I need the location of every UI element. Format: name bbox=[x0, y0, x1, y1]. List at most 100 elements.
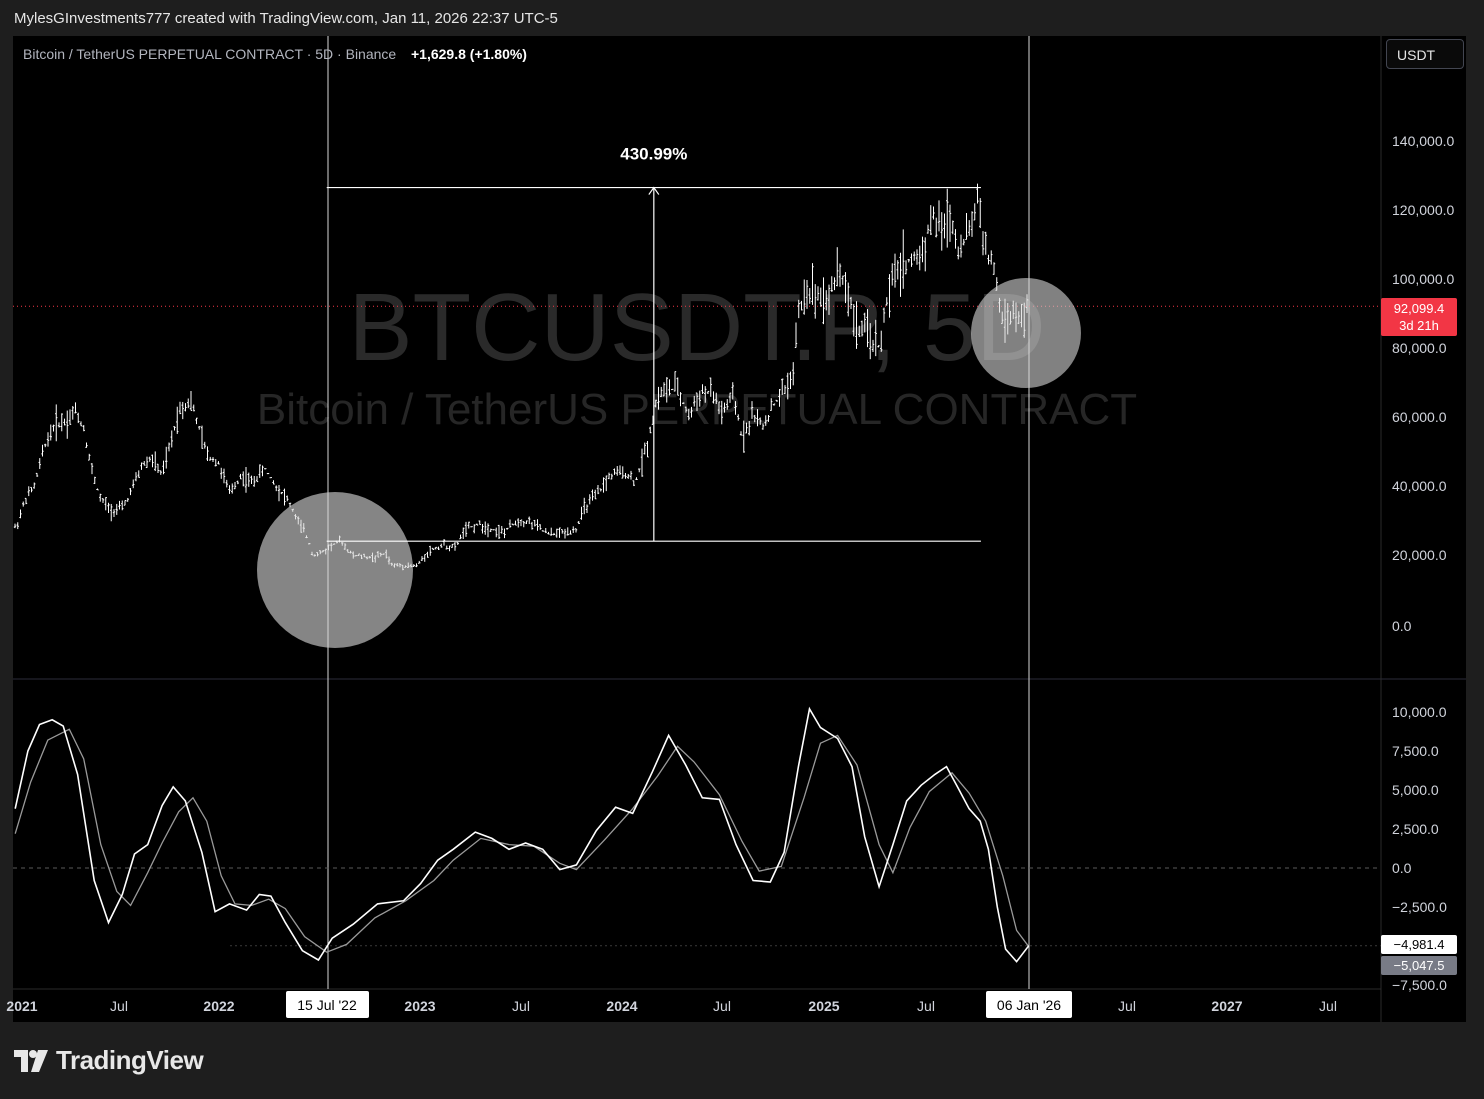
candle bbox=[731, 382, 734, 400]
candle bbox=[110, 503, 113, 522]
oscillator-tags: −4,981.4 −5,047.5 bbox=[1381, 935, 1457, 975]
candle bbox=[874, 319, 877, 357]
candle bbox=[453, 541, 457, 551]
candle bbox=[456, 542, 459, 545]
candle bbox=[253, 475, 256, 487]
candle bbox=[154, 451, 157, 472]
candle bbox=[82, 425, 85, 432]
candle bbox=[16, 522, 19, 530]
candle bbox=[800, 300, 803, 311]
candle bbox=[19, 509, 22, 519]
candle bbox=[189, 391, 193, 411]
osc-tick-label: 2,500.0 bbox=[1392, 821, 1439, 837]
candle bbox=[649, 426, 652, 434]
candle bbox=[635, 477, 638, 480]
candle bbox=[228, 485, 231, 494]
candle bbox=[162, 460, 165, 475]
time-tick-label: Jul bbox=[110, 998, 128, 1014]
candle bbox=[869, 323, 872, 360]
candle bbox=[539, 524, 542, 530]
candle bbox=[104, 497, 107, 511]
candle bbox=[976, 183, 979, 204]
tradingview-logo[interactable]: TradingView bbox=[14, 1045, 204, 1076]
candle bbox=[129, 488, 132, 496]
candle bbox=[71, 406, 74, 420]
candle bbox=[924, 237, 927, 272]
candle bbox=[816, 286, 820, 301]
candle bbox=[682, 402, 685, 404]
candle bbox=[184, 403, 187, 412]
candle bbox=[49, 424, 52, 441]
candle bbox=[464, 521, 468, 537]
candle bbox=[871, 339, 875, 352]
candle bbox=[68, 409, 72, 425]
candle bbox=[907, 258, 910, 263]
candle bbox=[178, 401, 182, 415]
candle bbox=[756, 409, 759, 427]
candle bbox=[522, 521, 525, 528]
candle bbox=[962, 238, 965, 246]
measure-tool[interactable]: 430.99% bbox=[326, 145, 981, 542]
candle bbox=[761, 423, 765, 430]
candle bbox=[803, 279, 806, 315]
candle bbox=[929, 205, 932, 236]
chart-credit: MylesGInvestments777 created with Tradin… bbox=[14, 10, 558, 27]
candle bbox=[594, 489, 597, 500]
candle bbox=[143, 461, 146, 466]
candle bbox=[99, 493, 102, 502]
candle bbox=[35, 472, 39, 477]
candle bbox=[489, 528, 492, 533]
candle bbox=[954, 229, 957, 249]
highlight-circles bbox=[257, 278, 1081, 648]
candle bbox=[563, 528, 567, 539]
candle bbox=[605, 475, 608, 492]
candle bbox=[701, 384, 704, 395]
candle bbox=[959, 234, 963, 258]
candle bbox=[280, 492, 283, 495]
candle bbox=[41, 444, 44, 457]
candle bbox=[668, 379, 671, 396]
candle bbox=[987, 254, 990, 265]
price-tick-label: 40,000.0 bbox=[1392, 478, 1447, 494]
candle bbox=[561, 529, 564, 534]
x-marker-left: 15 Jul '22 bbox=[286, 991, 369, 1018]
candle bbox=[214, 459, 217, 467]
candle bbox=[643, 442, 646, 455]
candle bbox=[286, 495, 289, 502]
candle bbox=[272, 480, 275, 485]
candle bbox=[577, 520, 580, 525]
candle bbox=[134, 472, 138, 482]
osc-tag-b-bg bbox=[1381, 956, 1457, 975]
candle bbox=[101, 498, 105, 504]
candle bbox=[665, 377, 668, 403]
candle bbox=[13, 523, 17, 529]
candle bbox=[434, 546, 437, 550]
candle bbox=[847, 282, 850, 317]
candle bbox=[899, 252, 902, 297]
candle bbox=[706, 390, 710, 395]
candle bbox=[596, 485, 600, 495]
candle bbox=[574, 528, 578, 533]
currency-button[interactable]: USDT bbox=[1386, 39, 1464, 69]
candle bbox=[552, 532, 556, 536]
candle bbox=[814, 284, 817, 319]
candle bbox=[429, 545, 432, 556]
candle bbox=[860, 320, 864, 337]
candle bbox=[66, 410, 69, 439]
candle bbox=[932, 206, 935, 220]
candle bbox=[781, 378, 784, 395]
candle bbox=[723, 402, 726, 413]
candle bbox=[646, 441, 649, 458]
candle bbox=[467, 521, 470, 529]
time-tick-label: 2021 bbox=[6, 998, 37, 1014]
candle bbox=[720, 400, 723, 425]
watermark-symbol: BTCUSDT.P, 5D bbox=[348, 274, 1045, 381]
candle bbox=[242, 471, 245, 487]
candle bbox=[440, 543, 443, 548]
candle bbox=[764, 415, 767, 426]
candle bbox=[896, 260, 899, 280]
candle bbox=[451, 543, 454, 548]
candle bbox=[88, 453, 91, 461]
time-tick-label: 2027 bbox=[1211, 998, 1242, 1014]
